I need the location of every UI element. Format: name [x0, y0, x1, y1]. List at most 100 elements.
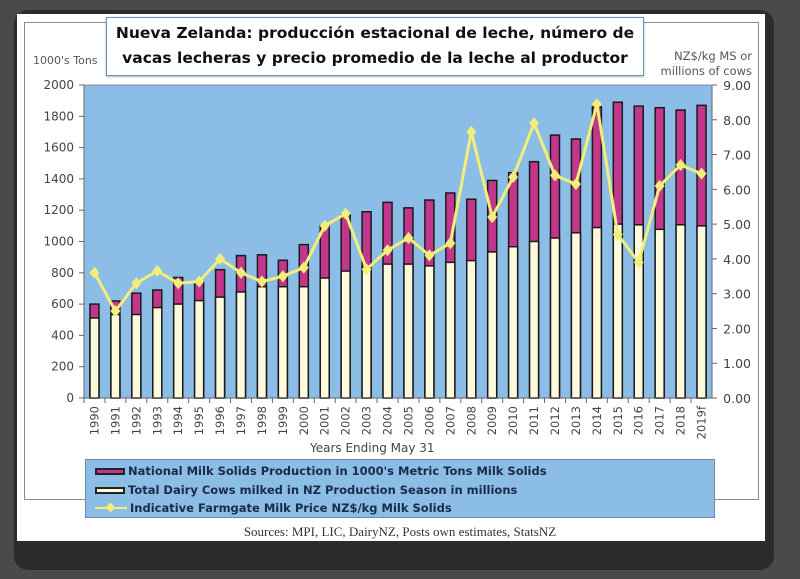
- x-axis-label: Years Ending May 31: [310, 441, 435, 455]
- left-axis-tick-label: 1800: [43, 109, 74, 123]
- cows-bar: [235, 291, 247, 399]
- left-axis-tick-label: 800: [51, 266, 74, 280]
- x-axis-tick-label: 1993: [150, 406, 164, 435]
- x-axis-tick-label: 1994: [171, 406, 185, 435]
- price-point: [445, 237, 456, 250]
- cows-bar: [361, 266, 372, 399]
- price-point: [382, 244, 393, 257]
- right-axis-unit-line-1: NZ$/kg MS or: [674, 49, 752, 63]
- left-axis-tick-label: 2000: [43, 78, 74, 92]
- price-point: [194, 275, 205, 288]
- x-axis-tick-label: 2008: [464, 406, 478, 435]
- cows-bar: [214, 296, 226, 399]
- left-axis-tick-label: 1600: [43, 141, 74, 155]
- x-axis-tick-label: 2019f: [695, 405, 709, 439]
- x-axis-tick-label: 1991: [108, 406, 122, 435]
- right-axis-tick-label: 8.00: [723, 113, 751, 128]
- cows-bar: [131, 313, 142, 399]
- x-axis-tick-label: 1999: [276, 406, 290, 435]
- x-axis-tick-label: 2016: [632, 406, 646, 435]
- price-point: [487, 211, 498, 224]
- x-axis-tick-label: 1995: [192, 406, 206, 435]
- price-point: [508, 171, 519, 184]
- left-axis-tick-label: 1000: [43, 235, 74, 249]
- cows-bar: [193, 299, 205, 399]
- x-axis-tick-label: 1992: [129, 406, 143, 435]
- plot-area: [83, 84, 713, 399]
- chart-title-line-1: Nueva Zelanda: producción estacional de …: [115, 24, 635, 42]
- price-point: [361, 263, 372, 276]
- cows-bar: [696, 225, 707, 399]
- right-axis-tick-label: 2.00: [723, 321, 751, 336]
- price-point: [550, 169, 560, 182]
- price-point: [424, 249, 435, 262]
- chart-title: Nueva Zelanda: producción estacional de …: [106, 17, 644, 76]
- price-point: [319, 219, 330, 232]
- legend-swatch-cows: [95, 486, 125, 494]
- cows-bar: [298, 285, 310, 399]
- price-point: [256, 275, 267, 288]
- cows-bar: [612, 223, 624, 399]
- x-axis-tick-label: 2004: [381, 406, 395, 435]
- x-axis-tick-label: 2000: [297, 406, 311, 435]
- cows-bar: [152, 306, 163, 399]
- price-point: [152, 265, 163, 278]
- price-point: [675, 158, 686, 171]
- price-point: [654, 179, 665, 192]
- price-point: [110, 305, 121, 318]
- price-point: [173, 277, 184, 290]
- cows-bar: [549, 237, 561, 399]
- price-line-group: [89, 98, 707, 318]
- right-axis-tick-label: 9.00: [723, 78, 751, 93]
- price-point: [403, 232, 414, 245]
- right-axis-unit-label: NZ$/kg MS or millions of cows: [650, 49, 752, 79]
- cows-bar: [277, 285, 289, 399]
- legend-label-price: Indicative Farmgate Milk Price NZ$/kg Mi…: [130, 501, 452, 515]
- price-point: [529, 117, 540, 130]
- price-point: [236, 266, 246, 279]
- x-axis-tick-label: 1990: [87, 406, 101, 435]
- legend-item-price: Indicative Farmgate Milk Price NZ$/kg Mi…: [95, 499, 452, 517]
- axes-group: 0 200 400 600 800 1000 1200 1400 1600 1800 2000 0.0…: [43, 78, 751, 439]
- chart-title-line-2: vacas lecheras y precio promedio de la l…: [122, 49, 628, 67]
- cows-bar: [528, 240, 540, 399]
- chart-legend: [85, 459, 715, 518]
- left-axis-tick-label: 400: [51, 328, 74, 342]
- right-axis-tick-label: 3.00: [723, 287, 751, 302]
- x-axis-tick-label: 2010: [506, 406, 520, 435]
- cows-bar: [591, 226, 603, 399]
- x-axis-tick-label: 2003: [360, 406, 374, 435]
- cows-bar: [319, 277, 330, 399]
- x-axis-tick-label: 2014: [590, 406, 604, 435]
- x-axis-tick-label: 2009: [485, 406, 499, 435]
- legend-label-cows: Total Dairy Cows milked in NZ Production…: [128, 483, 518, 497]
- price-point: [570, 178, 581, 191]
- x-axis-tick-label: 1998: [255, 406, 269, 435]
- left-axis-tick-label: 1400: [43, 172, 74, 186]
- cows-bar: [340, 270, 351, 399]
- cows-bar: [507, 245, 519, 399]
- cows-bar: [110, 313, 121, 399]
- cows-bar: [675, 224, 686, 399]
- x-axis-tick-label: 2002: [339, 406, 353, 435]
- left-axis-tick-label: 600: [51, 297, 74, 311]
- legend-swatch-milk-solids: [95, 467, 125, 475]
- x-axis-tick-label: 1997: [234, 406, 248, 435]
- left-axis-tick-label: 1200: [43, 203, 74, 217]
- right-axis-tick-label: 7.00: [723, 148, 751, 163]
- cows-bar: [172, 303, 184, 399]
- price-point: [633, 256, 644, 269]
- x-axis-tick-label: 2001: [318, 406, 332, 435]
- x-axis-tick-label: 2018: [674, 406, 688, 435]
- cows-bar: [486, 251, 498, 399]
- legend-swatch-price-line: [95, 504, 127, 512]
- x-axis-tick-label: 2006: [422, 406, 436, 435]
- price-point: [131, 277, 142, 290]
- legend-item-milk-solids: National Milk Solids Production in 1000'…: [95, 462, 547, 480]
- left-axis-tick-label: 200: [51, 360, 74, 374]
- price-point: [591, 98, 602, 111]
- cows-bar: [445, 261, 456, 399]
- right-axis-unit-line-2: millions of cows: [660, 64, 752, 78]
- left-axis-unit-label: 1000's Tons: [33, 54, 98, 67]
